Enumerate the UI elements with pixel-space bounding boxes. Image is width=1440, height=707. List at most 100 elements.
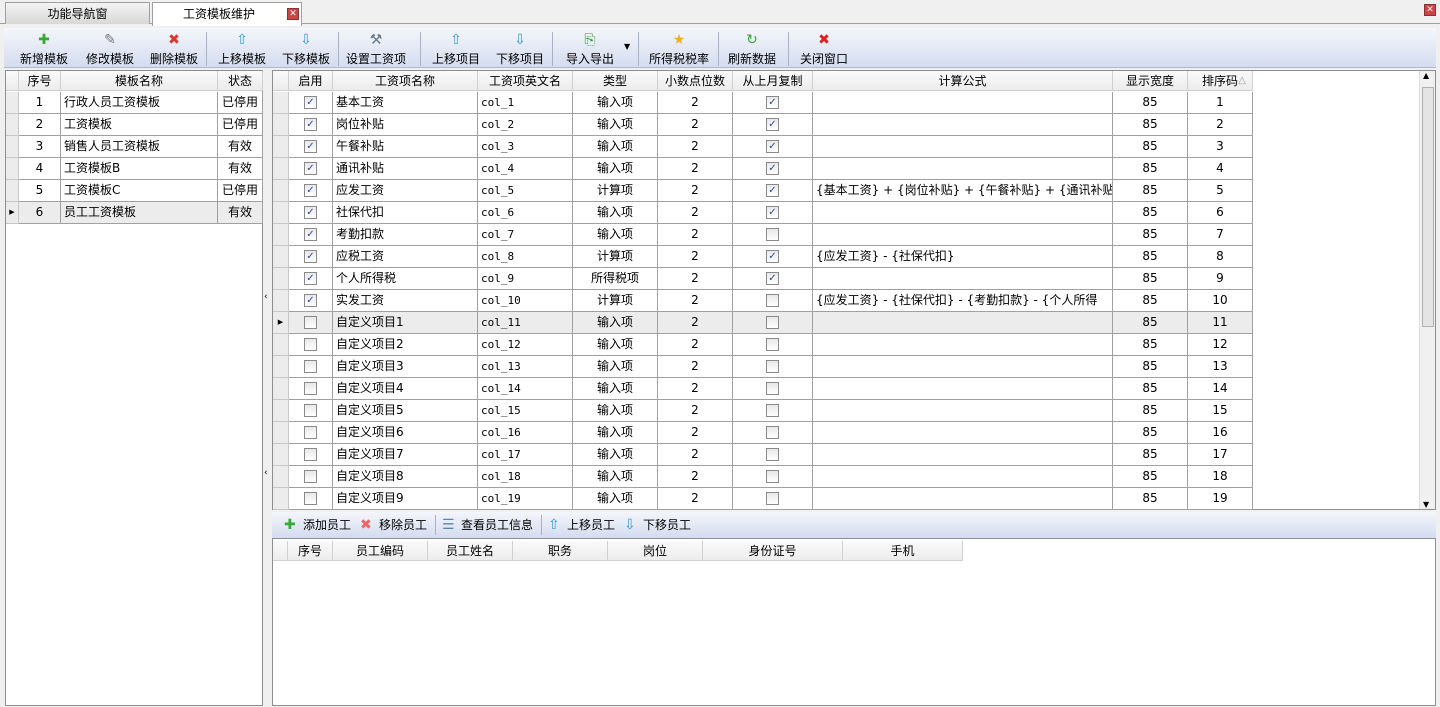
item-name[interactable]: 自定义项目6 — [333, 422, 478, 444]
toolbar-button-edit[interactable]: ✎ 修改模板 — [78, 28, 142, 68]
display-width[interactable]: 85 — [1113, 246, 1188, 268]
column-header[interactable]: 状态 — [218, 71, 263, 91]
checkbox-icon[interactable] — [766, 316, 779, 329]
enabled-checkbox[interactable] — [289, 422, 333, 444]
enabled-checkbox[interactable] — [289, 378, 333, 400]
template-status[interactable]: 有效 — [218, 202, 263, 224]
item-name[interactable]: 自定义项目4 — [333, 378, 478, 400]
employee-button-arrow-up[interactable]: ⇧ 上移员工 — [548, 516, 615, 534]
column-header[interactable]: 员工编码 — [333, 541, 428, 561]
copy-last-month-checkbox[interactable]: ✓ — [733, 158, 813, 180]
toolbar-button-import-export[interactable]: ⎘ 导入导出 — [556, 28, 624, 68]
checkbox-icon[interactable]: ✓ — [766, 250, 779, 263]
copy-last-month-checkbox[interactable] — [733, 488, 813, 510]
formula[interactable] — [813, 202, 1113, 224]
enabled-checkbox[interactable]: ✓ — [289, 114, 333, 136]
checkbox-icon[interactable]: ✓ — [766, 272, 779, 285]
item-type[interactable]: 计算项 — [573, 180, 658, 202]
sort-code[interactable]: 15 — [1188, 400, 1253, 422]
row-selector[interactable] — [6, 136, 19, 158]
splitter[interactable]: ‹ ‹ — [263, 70, 272, 706]
template-index[interactable]: 4 — [19, 158, 61, 180]
column-header[interactable]: 序号 — [288, 541, 333, 561]
copy-last-month-checkbox[interactable] — [733, 224, 813, 246]
decimal-places[interactable]: 2 — [658, 136, 733, 158]
row-selector[interactable] — [273, 378, 289, 400]
copy-last-month-checkbox[interactable]: ✓ — [733, 246, 813, 268]
item-english-name[interactable]: col_6 — [478, 202, 573, 224]
item-name[interactable]: 应发工资 — [333, 180, 478, 202]
item-english-name[interactable]: col_14 — [478, 378, 573, 400]
enabled-checkbox[interactable] — [289, 444, 333, 466]
template-status[interactable]: 已停用 — [218, 92, 263, 114]
decimal-places[interactable]: 2 — [658, 224, 733, 246]
item-type[interactable]: 输入项 — [573, 422, 658, 444]
template-status[interactable]: 已停用 — [218, 180, 263, 202]
copy-last-month-checkbox[interactable] — [733, 444, 813, 466]
column-header[interactable]: 小数点位数 — [658, 71, 733, 91]
row-selector[interactable] — [273, 334, 289, 356]
template-index[interactable]: 1 — [19, 92, 61, 114]
row-selector[interactable] — [273, 268, 289, 290]
checkbox-icon[interactable] — [766, 404, 779, 417]
enabled-checkbox[interactable]: ✓ — [289, 158, 333, 180]
toolbar-button-move-up[interactable]: ⇧ 上移模板 — [210, 28, 274, 68]
item-english-name[interactable]: col_5 — [478, 180, 573, 202]
item-type[interactable]: 输入项 — [573, 136, 658, 158]
decimal-places[interactable]: 2 — [658, 202, 733, 224]
decimal-places[interactable]: 2 — [658, 158, 733, 180]
copy-last-month-checkbox[interactable]: ✓ — [733, 92, 813, 114]
sort-code[interactable]: 11 — [1188, 312, 1253, 334]
item-type[interactable]: 输入项 — [573, 158, 658, 180]
decimal-places[interactable]: 2 — [658, 334, 733, 356]
dropdown-arrow-icon[interactable]: ▼ — [624, 42, 631, 51]
item-name[interactable]: 自定义项目7 — [333, 444, 478, 466]
display-width[interactable]: 85 — [1113, 466, 1188, 488]
checkbox-icon[interactable] — [304, 404, 317, 417]
checkbox-icon[interactable]: ✓ — [766, 96, 779, 109]
checkbox-icon[interactable]: ✓ — [766, 118, 779, 131]
display-width[interactable]: 85 — [1113, 92, 1188, 114]
toolbar-button-move-down[interactable]: ⇩ 下移项目 — [488, 28, 552, 68]
display-width[interactable]: 85 — [1113, 356, 1188, 378]
checkbox-icon[interactable] — [304, 492, 317, 505]
enabled-checkbox[interactable] — [289, 356, 333, 378]
item-name[interactable]: 社保代扣 — [333, 202, 478, 224]
sort-code[interactable]: 4 — [1188, 158, 1253, 180]
row-selector[interactable] — [273, 158, 289, 180]
row-selector[interactable] — [6, 158, 19, 180]
item-type[interactable]: 输入项 — [573, 356, 658, 378]
checkbox-icon[interactable]: ✓ — [304, 228, 317, 241]
sort-code[interactable]: 12 — [1188, 334, 1253, 356]
display-width[interactable]: 85 — [1113, 334, 1188, 356]
collapse-left-icon[interactable]: ‹ — [264, 468, 268, 478]
decimal-places[interactable]: 2 — [658, 422, 733, 444]
column-header[interactable]: 模板名称 — [61, 71, 218, 91]
display-width[interactable]: 85 — [1113, 158, 1188, 180]
formula[interactable]: {应发工资} - {社保代扣} - {考勤扣款} - {个人所得 — [813, 290, 1113, 312]
item-english-name[interactable]: col_15 — [478, 400, 573, 422]
checkbox-icon[interactable] — [766, 294, 779, 307]
item-name[interactable]: 应税工资 — [333, 246, 478, 268]
copy-last-month-checkbox[interactable] — [733, 312, 813, 334]
vertical-scrollbar[interactable]: ▲ ▼ — [1419, 71, 1435, 509]
formula[interactable] — [813, 312, 1113, 334]
item-type[interactable]: 输入项 — [573, 224, 658, 246]
item-type[interactable]: 输入项 — [573, 312, 658, 334]
row-selector[interactable] — [273, 246, 289, 268]
template-index[interactable]: 2 — [19, 114, 61, 136]
item-name[interactable]: 基本工资 — [333, 92, 478, 114]
display-width[interactable]: 85 — [1113, 180, 1188, 202]
column-header[interactable]: 启用 — [289, 71, 333, 91]
sort-code[interactable]: 13 — [1188, 356, 1253, 378]
sort-code[interactable]: 10 — [1188, 290, 1253, 312]
row-selector[interactable] — [273, 422, 289, 444]
checkbox-icon[interactable] — [766, 492, 779, 505]
column-header[interactable]: 序号 — [19, 71, 61, 91]
row-selector[interactable] — [273, 356, 289, 378]
checkbox-icon[interactable]: ✓ — [304, 250, 317, 263]
checkbox-icon[interactable] — [304, 316, 317, 329]
toolbar-button-move-down[interactable]: ⇩ 下移模板 — [274, 28, 338, 68]
template-index[interactable]: 6 — [19, 202, 61, 224]
item-name[interactable]: 个人所得税 — [333, 268, 478, 290]
